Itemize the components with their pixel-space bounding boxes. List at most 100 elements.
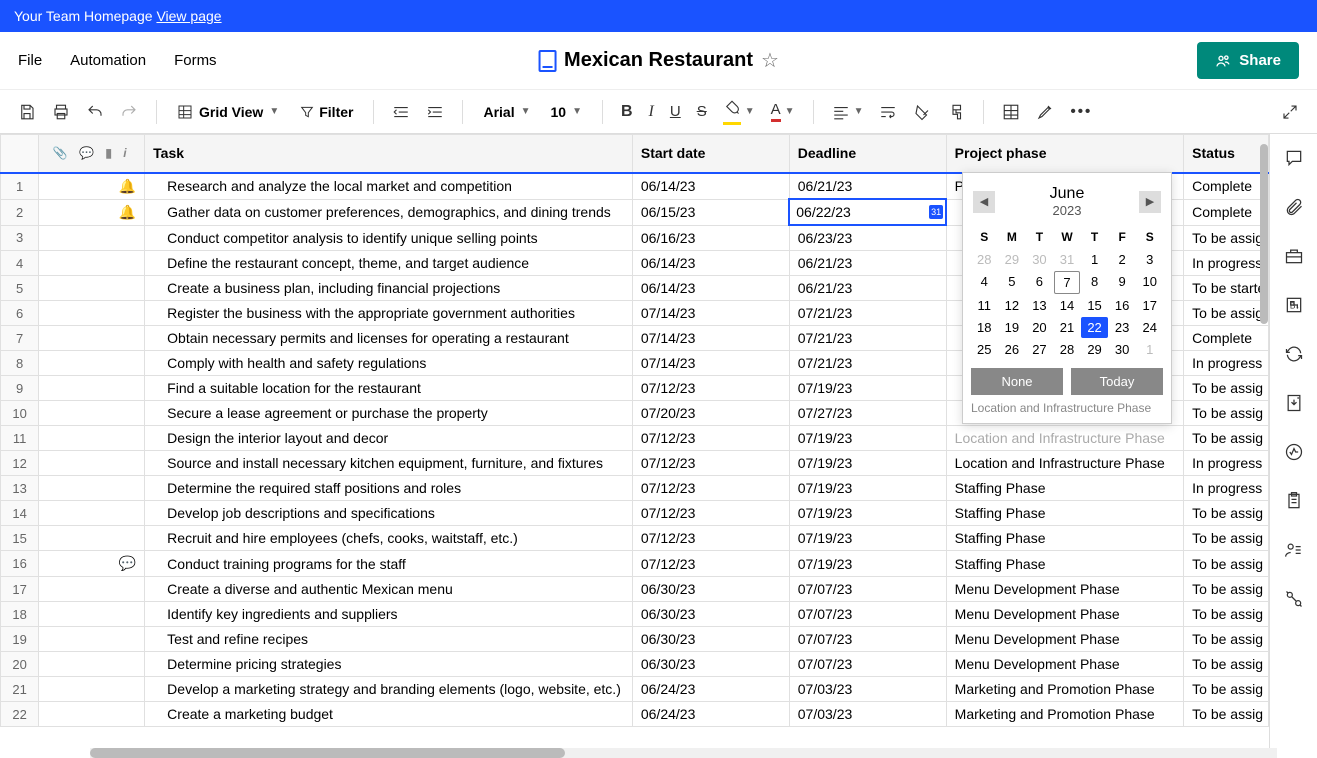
datepicker-day[interactable]: 11 [971,295,998,316]
datepicker-day[interactable]: 28 [1054,339,1081,360]
status-cell[interactable]: Complete [1184,199,1269,225]
reminder-icon[interactable]: 🔔 [119,204,136,220]
start-date-cell[interactable]: 07/12/23 [632,376,789,401]
status-cell[interactable]: To be assig [1184,301,1269,326]
datepicker-day[interactable]: 19 [999,317,1026,338]
status-cell[interactable]: In progress [1184,251,1269,276]
deadline-cell[interactable]: 07/03/23 [789,702,946,727]
start-date-cell[interactable]: 07/14/23 [632,351,789,376]
menu-automation[interactable]: Automation [70,52,146,69]
refresh-icon[interactable] [1284,344,1304,367]
datepicker-day[interactable]: 24 [1136,317,1163,338]
deadline-cell[interactable]: 07/19/23 [789,501,946,526]
datepicker-day[interactable]: 1 [1136,339,1163,360]
start-date-cell[interactable]: 06/30/23 [632,602,789,627]
highlight-icon[interactable] [1030,99,1060,125]
status-cell[interactable]: To be assig [1184,526,1269,551]
datepicker-day[interactable]: 8 [1081,271,1108,294]
deadline-cell[interactable]: 06/23/23 [789,225,946,251]
undo-icon[interactable] [80,99,110,125]
font-size-selector[interactable]: 10▼ [543,100,590,124]
task-cell[interactable]: Determine the required staff positions a… [145,476,633,501]
deadline-cell[interactable]: 06/21/23 [789,276,946,301]
row-number[interactable]: 13 [1,476,39,501]
task-cell[interactable]: Define the restaurant concept, theme, an… [145,251,633,276]
status-cell[interactable]: In progress [1184,451,1269,476]
expand-icon[interactable] [1275,99,1305,125]
row-number[interactable]: 6 [1,301,39,326]
task-cell[interactable]: Develop job descriptions and specificati… [145,501,633,526]
task-cell[interactable]: Research and analyze the local market an… [145,173,633,200]
task-cell[interactable]: Source and install necessary kitchen equ… [145,451,633,476]
table-row[interactable]: 21 Develop a marketing strategy and brand… [1,677,1269,702]
phase-cell[interactable]: Menu Development Phase [946,627,1183,652]
deadline-cell[interactable]: 07/19/23 [789,376,946,401]
clear-format-icon[interactable] [907,99,937,125]
datepicker-prev-month[interactable]: ◀ [973,191,995,213]
datepicker-day[interactable]: 30 [1109,339,1136,360]
start-date-cell[interactable]: 07/12/23 [632,476,789,501]
datepicker-day[interactable]: 30 [1026,249,1053,270]
task-cell[interactable]: Conduct training programs for the staff [145,551,633,577]
row-number[interactable]: 11 [1,426,39,451]
table-row[interactable]: 13 Determine the required staff positions… [1,476,1269,501]
menu-forms[interactable]: Forms [174,52,217,69]
row-number[interactable]: 8 [1,351,39,376]
brand-icon[interactable]: B↓ [1284,295,1304,318]
deadline-cell[interactable]: 07/07/23 [789,627,946,652]
row-number[interactable]: 18 [1,602,39,627]
datepicker-day[interactable]: 4 [971,271,998,294]
table-row[interactable]: 12Source and install necessary kitchen e… [1,451,1269,476]
task-cell[interactable]: Recruit and hire employees (chefs, cooks… [145,526,633,551]
horizontal-scrollbar[interactable] [90,748,1277,758]
start-date-cell[interactable]: 06/30/23 [632,652,789,677]
task-cell[interactable]: Design the interior layout and decor [145,426,633,451]
deadline-cell[interactable]: 07/19/23 [789,526,946,551]
datepicker-none-button[interactable]: None [971,368,1063,395]
datepicker-day[interactable]: 10 [1136,271,1163,294]
datepicker-day[interactable]: 16 [1109,295,1136,316]
datepicker-day[interactable]: 5 [999,271,1026,294]
task-cell[interactable]: Obtain necessary permits and licenses fo… [145,326,633,351]
datepicker-day[interactable]: 18 [971,317,998,338]
deadline-cell[interactable]: 07/19/23 [789,451,946,476]
start-date-cell[interactable]: 06/30/23 [632,577,789,602]
row-number[interactable]: 16 [1,551,39,577]
datepicker-day[interactable]: 17 [1136,295,1163,316]
table-row[interactable]: 15Recruit and hire employees (chefs, coo… [1,526,1269,551]
column-status[interactable]: Status [1184,135,1269,173]
row-number[interactable]: 4 [1,251,39,276]
redo-icon[interactable] [114,99,144,125]
task-cell[interactable]: Create a diverse and authentic Mexican m… [145,577,633,602]
underline-icon[interactable]: U [664,99,687,124]
start-date-cell[interactable]: 06/14/23 [632,276,789,301]
datepicker-day[interactable]: 26 [999,339,1026,360]
column-task[interactable]: Task [145,135,633,173]
status-cell[interactable]: To be assig [1184,627,1269,652]
insert-column-icon[interactable] [996,99,1026,125]
task-cell[interactable]: Gather data on customer preferences, dem… [145,199,633,225]
export-icon[interactable] [1284,393,1304,416]
status-cell[interactable]: In progress [1184,476,1269,501]
deadline-cell[interactable]: 06/21/23 [789,173,946,200]
datepicker-day[interactable]: 21 [1054,317,1081,338]
phase-cell[interactable]: Staffing Phase [946,526,1183,551]
text-color-icon[interactable]: A▼ [765,97,801,126]
row-number[interactable]: 21 [1,677,39,702]
status-cell[interactable]: Complete [1184,326,1269,351]
start-date-cell[interactable]: 06/15/23 [632,199,789,225]
datepicker-day[interactable]: 31 [1054,249,1081,270]
phase-cell[interactable]: Staffing Phase [946,501,1183,526]
status-cell[interactable]: To be assig [1184,677,1269,702]
status-cell[interactable]: In progress [1184,351,1269,376]
datepicker-day[interactable]: 13 [1026,295,1053,316]
clipboard-icon[interactable] [1284,491,1304,514]
status-cell[interactable]: To be assig [1184,225,1269,251]
start-date-cell[interactable]: 06/16/23 [632,225,789,251]
deadline-input[interactable] [790,200,925,224]
task-cell[interactable]: Develop a marketing strategy and brandin… [145,677,633,702]
task-cell[interactable]: Identify key ingredients and suppliers [145,602,633,627]
briefcase-icon[interactable] [1284,246,1304,269]
italic-icon[interactable]: I [643,99,660,125]
phase-cell[interactable]: Menu Development Phase [946,577,1183,602]
